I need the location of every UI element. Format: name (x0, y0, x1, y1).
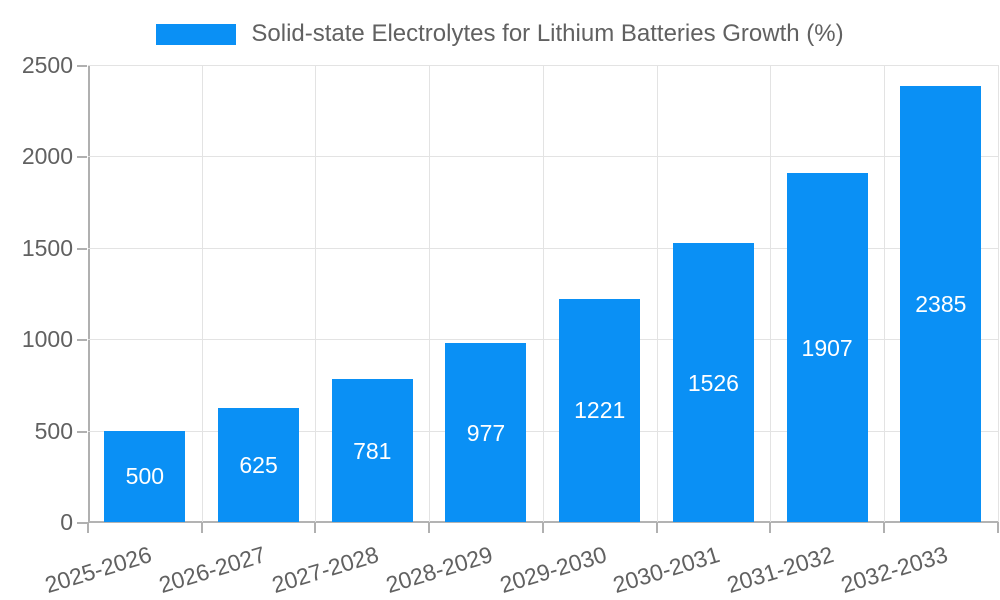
bar-value-label: 1526 (687, 369, 739, 396)
x-tick-label: 2031-2032 (723, 541, 837, 599)
y-tick-mark (77, 65, 87, 67)
y-tick-label: 0 (60, 509, 73, 535)
gridline-vertical (770, 65, 772, 522)
gridline-vertical (201, 65, 203, 522)
x-tick-mark (996, 522, 999, 533)
y-tick-label: 1000 (21, 326, 73, 353)
gridline-vertical (997, 65, 999, 522)
chart-title: Solid-state Electrolytes for Lithium Bat… (251, 20, 844, 47)
bar[interactable] (331, 379, 413, 522)
y-tick-mark (77, 339, 87, 342)
bar[interactable] (900, 86, 982, 522)
bar[interactable] (445, 343, 527, 522)
x-tick-mark (200, 522, 203, 533)
bar[interactable] (104, 430, 186, 522)
y-tick-mark (77, 156, 87, 159)
bar[interactable] (218, 407, 300, 522)
y-tick-label: 1500 (21, 234, 73, 261)
gridline-vertical (315, 65, 317, 522)
gridline-vertical (883, 65, 885, 522)
x-tick-label: 2026-2027 (155, 541, 269, 599)
bar-value-label: 1221 (574, 397, 626, 424)
x-tick-mark (655, 522, 658, 533)
x-tick-label: 2027-2028 (269, 541, 382, 599)
x-tick-mark (882, 522, 885, 533)
x-tick-mark (541, 522, 544, 533)
y-tick-label: 2500 (21, 52, 73, 78)
bar[interactable] (672, 243, 754, 522)
legend-swatch (156, 23, 237, 45)
gridline-vertical (656, 65, 658, 522)
bar[interactable] (786, 173, 868, 522)
x-tick-mark (314, 522, 317, 533)
y-tick-mark (77, 247, 87, 250)
x-tick-label: 2028-2029 (382, 541, 496, 599)
y-tick-label: 500 (34, 417, 73, 444)
plot-area: 500 625 781 977 1221 1526 1907 2385 (88, 65, 999, 523)
legend[interactable]: Solid-state Electrolytes for Lithium Bat… (0, 20, 1000, 48)
bar-value-label: 1907 (801, 334, 853, 361)
x-tick-label: 2030-2031 (610, 541, 724, 599)
y-tick-mark (77, 522, 87, 524)
bar-value-label: 2385 (915, 291, 967, 317)
y-tick-mark (77, 430, 87, 433)
x-tick-label: 2025-2026 (41, 541, 155, 599)
bar-value-label: 500 (125, 463, 165, 490)
x-tick-label: 2029-2030 (496, 541, 610, 599)
bar-value-label: 625 (239, 451, 278, 478)
y-tick-label: 2000 (21, 143, 73, 170)
y-axis-line (88, 65, 90, 522)
x-tick-label: 2032-2033 (837, 541, 951, 599)
gridline-vertical (429, 65, 431, 522)
bar-value-label: 781 (353, 437, 392, 464)
gridline-vertical (542, 65, 544, 522)
x-tick-mark (769, 522, 772, 533)
bar-value-label: 977 (466, 419, 506, 446)
bar[interactable] (559, 298, 641, 522)
x-tick-mark (87, 522, 89, 533)
x-tick-mark (428, 522, 431, 533)
